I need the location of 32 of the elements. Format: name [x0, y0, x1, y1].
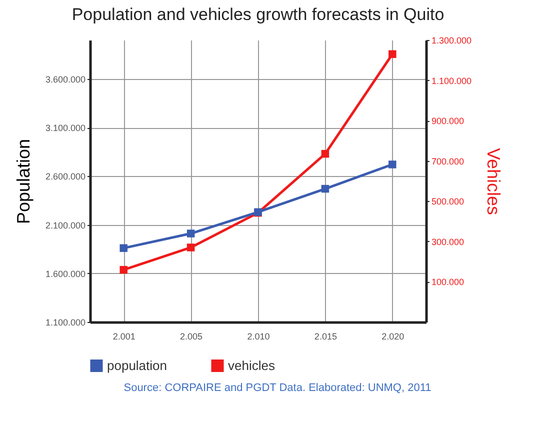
point — [120, 266, 128, 274]
source-note: Source: CORPAIRE and PGDT Data. Elaborated: UNMQ, 2011 — [122, 382, 432, 394]
y2-tick-label: 700.000 — [432, 156, 464, 166]
x-tick-label: 2.020 — [382, 332, 404, 342]
point — [321, 184, 330, 193]
y2-tick-label: 900.000 — [432, 116, 464, 126]
y2-tick-label: 1.300.000 — [432, 36, 472, 46]
point — [321, 150, 330, 158]
y-axis-title: Population — [13, 138, 34, 224]
y2-tick-label: 100.000 — [432, 277, 464, 288]
y2-axis-title: Vehicles — [484, 148, 504, 216]
x-tick-label: 2.015 — [314, 332, 337, 342]
y-tick-label: 1.100.000 — [45, 318, 86, 328]
y-tick-label: 3.100.000 — [45, 123, 86, 134]
y-tick-label: 2.600.000 — [45, 172, 86, 182]
y2-tick-label: 500.000 — [432, 196, 464, 207]
x-tick-label: 2.005 — [180, 332, 203, 342]
point — [388, 50, 396, 58]
legend-label: population — [107, 358, 167, 373]
y2-tick-label: 300.000 — [432, 236, 464, 247]
x-tick-label: 2.001 — [112, 332, 136, 342]
point — [186, 244, 195, 252]
point — [388, 160, 396, 168]
y2-tick-label: 1.100.000 — [432, 76, 472, 86]
y-tick-label: 1.600.000 — [45, 268, 86, 279]
y-tick-label: 3.600.000 — [45, 74, 86, 84]
x-tick-label: 2.010 — [247, 332, 270, 342]
chart-title: Population and vehicles growth forecasts in Quito — [72, 5, 444, 24]
legend-label: vehicles — [228, 358, 276, 373]
y-tick-label: 2.100.000 — [45, 220, 86, 230]
point — [120, 244, 128, 252]
point — [186, 230, 195, 238]
